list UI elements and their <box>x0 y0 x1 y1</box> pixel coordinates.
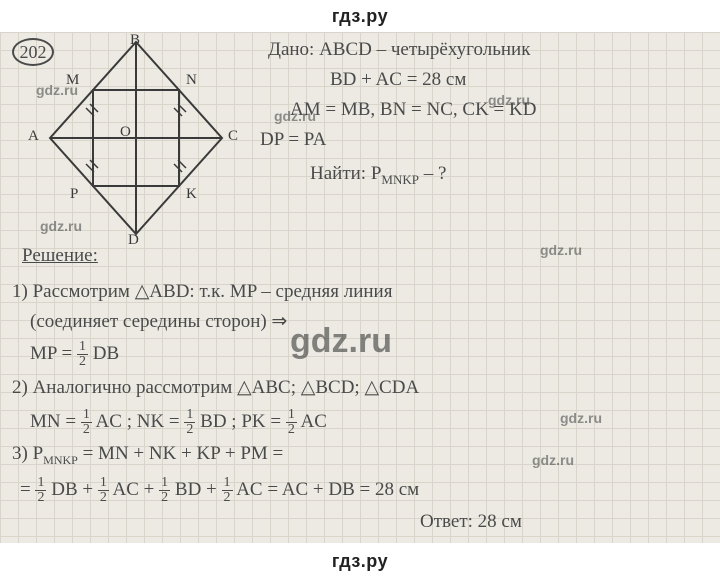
watermark-6: gdz.ru <box>560 410 602 426</box>
step1-line2: (соединяет середины сторон) ⇒ <box>30 310 287 334</box>
brand-top: гдз.ру <box>332 6 388 26</box>
watermark-5: gdz.ru <box>540 242 582 258</box>
given-line3: AM = MB, BN = NC, CK = KD <box>290 98 536 122</box>
step2-line2: MN = 12 AC ; NK = 12 BD ; PK = 12 AC <box>30 408 327 437</box>
step2-line1: 2) Аналогично рассмотрим △ABC; △BCD; △CD… <box>12 376 419 400</box>
page-content: 202 B A C D M N K P O Дано: ABCD – четыр… <box>0 32 720 543</box>
find-line: Найти: PMNKP – ? <box>310 162 446 188</box>
header-band: гдз.ру <box>0 0 720 32</box>
geometry-diagram <box>18 34 238 244</box>
brand-bottom: гдз.ру <box>332 551 388 571</box>
fraction-half: 1 2 <box>77 340 88 369</box>
footer-band: гдз.ру <box>0 543 720 579</box>
answer-line: Ответ: 28 см <box>420 510 522 534</box>
watermark-7: gdz.ru <box>532 452 574 468</box>
step1-line1: 1) Рассмотрим △ABD: т.к. MP – средняя ли… <box>12 280 392 304</box>
given-line1: Дано: ABCD – четырёхугольник <box>268 38 530 62</box>
watermark-center: gdz.ru <box>290 322 392 361</box>
step3-line2: = 12 DB + 12 AC + 12 BD + 12 AC = AC + D… <box>20 476 419 505</box>
given-line2: BD + AC = 28 см <box>330 68 466 92</box>
step3-line1: 3) PMNKP = MN + NK + KP + PM = <box>12 442 283 468</box>
given-line4: DP = PA <box>260 128 326 152</box>
step1-line3: MP = 1 2 DB <box>30 340 119 369</box>
solution-header: Решение: <box>22 244 98 268</box>
